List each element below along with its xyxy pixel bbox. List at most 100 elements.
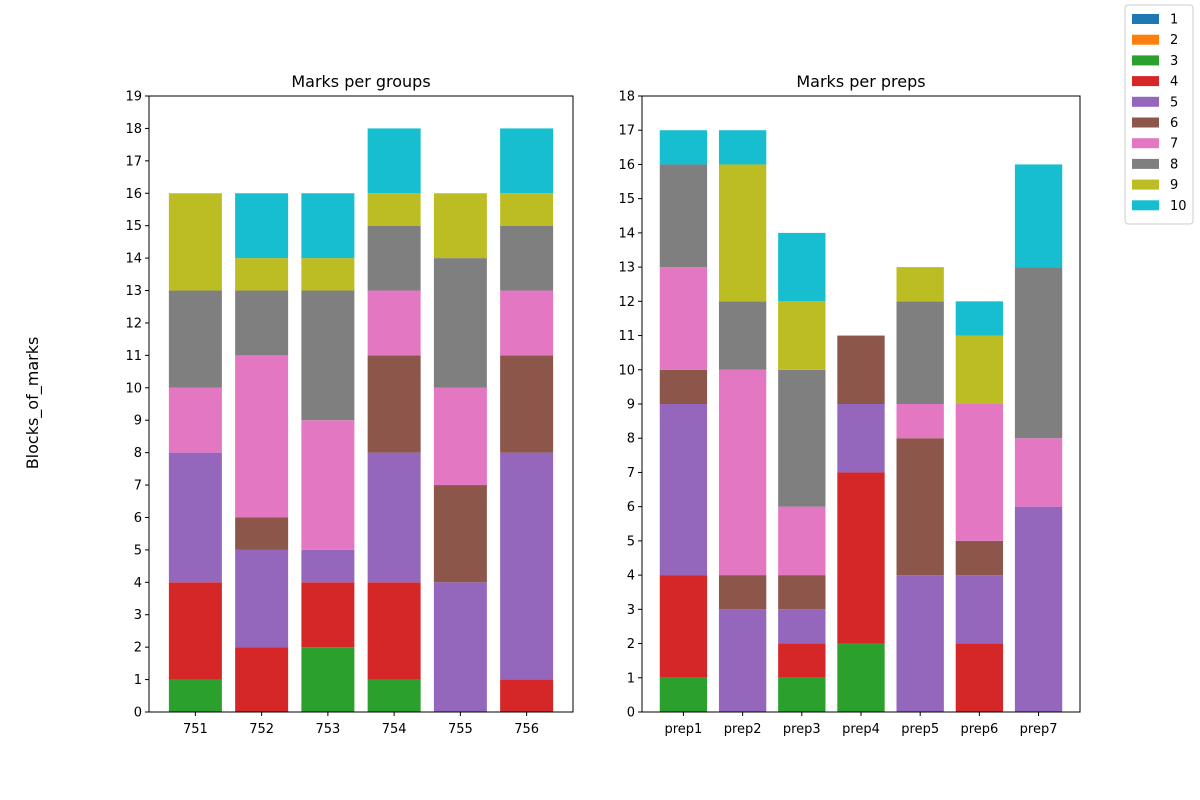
y-tick-label-preps-4: 4 <box>627 569 635 584</box>
x-tick-label-groups-754: 754 <box>382 722 407 737</box>
legend-label-4: 4 <box>1170 75 1178 90</box>
legend-swatch-6 <box>1132 117 1159 128</box>
bar-preps-prep6-series-7 <box>955 404 1004 541</box>
y-tick-label-preps-0: 0 <box>627 706 635 721</box>
bar-preps-prep3-series-3 <box>778 677 826 712</box>
bar-preps-prep1-series-10 <box>659 130 708 165</box>
bar-preps-prep1-series-4 <box>659 575 708 678</box>
bar-preps-prep1-series-7 <box>659 267 708 370</box>
bar-preps-prep5-series-6 <box>896 438 944 576</box>
y-tick-label-preps-7: 7 <box>627 466 635 481</box>
legend-swatch-8 <box>1132 158 1159 169</box>
bar-preps-prep5-series-7 <box>896 404 944 439</box>
y-tick-label-groups-12: 12 <box>125 316 142 331</box>
y-tick-label-preps-17: 17 <box>618 124 635 139</box>
y-tick-label-groups-4: 4 <box>134 576 142 591</box>
bar-groups-751-series-9 <box>168 193 222 291</box>
x-tick-label-groups-755: 755 <box>448 722 473 737</box>
legend-label-7: 7 <box>1170 137 1178 152</box>
bar-preps-prep1-series-8 <box>659 164 708 268</box>
y-tick-label-groups-5: 5 <box>134 543 142 558</box>
bar-preps-prep3-series-4 <box>778 643 826 678</box>
y-tick-label-preps-1: 1 <box>627 671 635 686</box>
y-tick-label-preps-10: 10 <box>618 363 635 378</box>
bar-groups-756-series-4 <box>500 679 554 712</box>
bar-groups-751-series-4 <box>168 582 222 680</box>
bar-groups-754-series-5 <box>367 452 421 583</box>
bar-groups-754-series-9 <box>367 193 421 226</box>
legend-label-2: 2 <box>1170 33 1178 48</box>
bar-groups-751-series-7 <box>168 387 222 453</box>
legend-label-10: 10 <box>1170 199 1187 214</box>
bar-groups-756-series-5 <box>500 452 554 680</box>
bar-preps-prep7-series-5 <box>1014 506 1063 712</box>
y-tick-label-groups-1: 1 <box>134 673 142 688</box>
bar-preps-prep3-series-6 <box>778 575 826 610</box>
bar-preps-prep3-series-9 <box>778 301 826 370</box>
bar-preps-prep2-series-6 <box>718 575 767 610</box>
legend-swatch-10 <box>1132 200 1159 211</box>
bar-groups-756-series-8 <box>500 225 554 291</box>
bar-groups-752-series-4 <box>235 647 289 712</box>
y-tick-label-groups-6: 6 <box>134 511 142 526</box>
bar-groups-753-series-7 <box>301 420 355 550</box>
bar-preps-prep5-series-8 <box>896 301 944 404</box>
bar-groups-755-series-8 <box>433 258 487 388</box>
x-tick-label-groups-753: 753 <box>315 722 340 737</box>
legend-label-8: 8 <box>1170 157 1178 172</box>
y-tick-label-preps-6: 6 <box>627 500 635 515</box>
y-tick-label-preps-3: 3 <box>627 603 635 618</box>
y-tick-label-groups-3: 3 <box>134 608 142 623</box>
legend-swatch-9 <box>1132 179 1159 190</box>
bar-groups-751-series-8 <box>168 290 222 388</box>
legend-swatch-5 <box>1132 96 1159 107</box>
bar-groups-754-series-10 <box>367 128 421 194</box>
chart-title-preps: Marks per preps <box>796 72 925 91</box>
bar-preps-prep6-series-9 <box>955 335 1004 404</box>
bar-preps-prep2-series-8 <box>718 301 767 370</box>
legend-swatch-4 <box>1132 76 1159 87</box>
bar-preps-prep1-series-6 <box>659 369 708 404</box>
x-tick-label-preps-prep2: prep2 <box>724 722 762 737</box>
bar-groups-753-series-9 <box>301 258 355 291</box>
axes-frame-groups <box>148 95 574 713</box>
bar-groups-753-series-5 <box>301 549 355 583</box>
bar-preps-prep1-series-3 <box>659 677 708 712</box>
bar-preps-prep6-series-6 <box>955 540 1004 576</box>
bar-preps-prep2-series-9 <box>718 164 767 302</box>
bar-groups-756-series-10 <box>500 128 554 194</box>
bar-groups-753-series-4 <box>301 582 355 648</box>
bar-groups-754-series-7 <box>367 290 421 356</box>
y-tick-label-groups-14: 14 <box>125 252 142 267</box>
bar-preps-prep7-series-7 <box>1014 438 1063 507</box>
y-tick-label-groups-8: 8 <box>134 446 142 461</box>
bar-groups-754-series-6 <box>367 355 421 453</box>
bar-preps-prep4-series-3 <box>837 643 885 712</box>
bar-preps-prep2-series-10 <box>718 130 767 165</box>
y-tick-label-groups-7: 7 <box>134 479 142 494</box>
x-tick-label-groups-756: 756 <box>514 722 539 737</box>
x-tick-label-preps-prep1: prep1 <box>665 722 703 737</box>
y-tick-label-groups-13: 13 <box>125 284 142 299</box>
bar-preps-prep4-series-5 <box>837 404 885 473</box>
legend: 1 2 3 4 5 6 7 8 9 10 <box>1124 4 1194 225</box>
y-tick-label-groups-17: 17 <box>125 154 142 169</box>
bar-groups-755-series-9 <box>433 193 487 259</box>
bar-groups-755-series-6 <box>433 485 487 583</box>
bar-preps-prep3-series-10 <box>778 232 826 302</box>
bar-groups-755-series-7 <box>433 387 487 486</box>
bar-preps-prep5-series-9 <box>896 267 944 302</box>
bar-groups-754-series-8 <box>367 225 421 291</box>
y-tick-label-groups-18: 18 <box>125 122 142 137</box>
bar-preps-prep2-series-7 <box>718 369 767 576</box>
bar-preps-prep1-series-5 <box>659 404 708 576</box>
bar-groups-754-series-4 <box>367 582 421 680</box>
y-tick-label-preps-9: 9 <box>627 398 635 413</box>
bar-groups-753-series-3 <box>301 647 355 712</box>
x-tick-label-preps-prep7: prep7 <box>1020 722 1058 737</box>
bar-preps-prep7-series-8 <box>1014 267 1063 439</box>
bar-preps-prep5-series-5 <box>896 575 944 712</box>
bar-groups-756-series-7 <box>500 290 554 356</box>
bar-preps-prep6-series-4 <box>955 643 1004 712</box>
